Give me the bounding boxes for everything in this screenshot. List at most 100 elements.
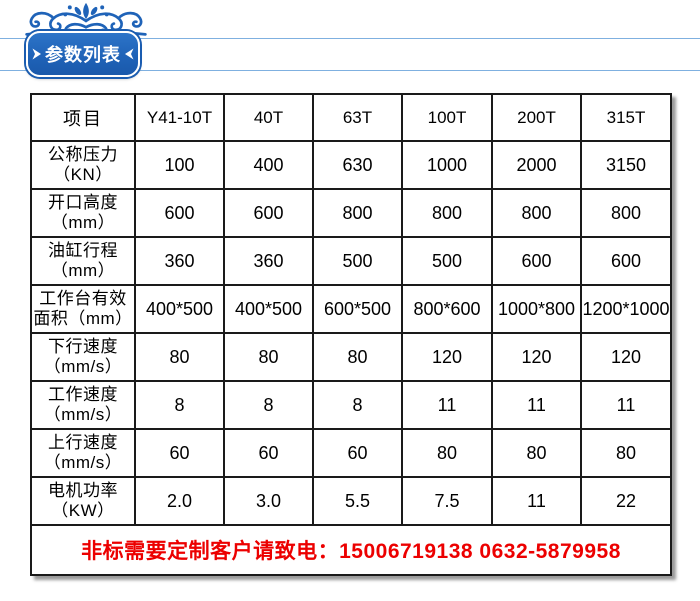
table-cell: 600 xyxy=(134,188,225,238)
table-cell: 500 xyxy=(312,236,403,286)
row-unit: （mm） xyxy=(50,261,116,280)
table-cell: 800 xyxy=(491,188,582,238)
table-cell: 80 xyxy=(491,428,582,478)
table-cell: 600 xyxy=(223,188,314,238)
table-cell: 1000 xyxy=(401,140,493,190)
table-cell: 8 xyxy=(223,380,314,430)
table-cell: 11 xyxy=(401,380,493,430)
row-header: 工作台有效 面积（mm） xyxy=(30,284,136,334)
table-cell: 100 xyxy=(134,140,225,190)
row-unit: （mm/s） xyxy=(43,357,123,376)
table-footer-row: 非标需要定制客户请致电：15006719138 0632-5879958 xyxy=(30,524,672,576)
row-label: 工作台有效 xyxy=(39,288,127,308)
table-cell: 3.0 xyxy=(223,476,314,526)
column-header-model: 100T xyxy=(401,93,493,142)
row-label: 上行速度 xyxy=(48,432,118,452)
table-cell: 8 xyxy=(312,380,403,430)
column-header-model: 63T xyxy=(312,93,403,142)
table-row-nominal-pressure: 公称压力 （KN） 100 400 630 1000 2000 3150 xyxy=(30,140,672,190)
table-cell: 60 xyxy=(223,428,314,478)
table-cell: 80 xyxy=(223,332,314,382)
row-header: 下行速度 （mm/s） xyxy=(30,332,136,382)
table-row-up-speed: 上行速度 （mm/s） 60 60 60 80 80 80 xyxy=(30,428,672,478)
table-cell: 800 xyxy=(312,188,403,238)
table-cell: 11 xyxy=(491,476,582,526)
row-header: 开口高度 （mm） xyxy=(30,188,136,238)
parameter-list-badge: 参数列表 xyxy=(26,31,140,77)
table-cell: 80 xyxy=(401,428,493,478)
column-header-model: 200T xyxy=(491,93,582,142)
table-cell: 400*500 xyxy=(223,284,314,334)
stitch-line-bottom xyxy=(0,66,700,68)
column-header-model: 40T xyxy=(223,93,314,142)
table-cell: 800 xyxy=(401,188,493,238)
table-cell: 11 xyxy=(491,380,582,430)
row-unit: （mm/s） xyxy=(43,405,123,424)
table-cell: 2.0 xyxy=(134,476,225,526)
table-cell: 80 xyxy=(312,332,403,382)
table-cell: 360 xyxy=(134,236,225,286)
crown-icon xyxy=(632,41,668,67)
stitch-line-top xyxy=(0,41,700,43)
table-header-row: 项目 Y41-10T 40T 63T 100T 200T 315T xyxy=(30,93,672,142)
table-cell: 120 xyxy=(401,332,493,382)
table-cell: 400*500 xyxy=(134,284,225,334)
table-cell: 8 xyxy=(134,380,225,430)
row-unit: （mm） xyxy=(50,213,116,232)
table-cell: 360 xyxy=(223,236,314,286)
row-label: 开口高度 xyxy=(48,192,118,212)
banner-title: PARAMETER LIST xyxy=(150,44,336,65)
row-label: 工作速度 xyxy=(48,384,118,404)
table-cell: 120 xyxy=(491,332,582,382)
row-unit: 面积（mm） xyxy=(33,309,133,328)
row-unit: （KW） xyxy=(51,501,115,520)
table-cell: 2000 xyxy=(491,140,582,190)
table-cell: 600 xyxy=(491,236,582,286)
table-row-cylinder-stroke: 油缸行程 （mm） 360 360 500 500 600 600 xyxy=(30,236,672,286)
table-cell: 80 xyxy=(134,332,225,382)
row-label: 公称压力 xyxy=(48,144,118,164)
row-unit: （mm/s） xyxy=(43,453,123,472)
row-header: 电机功率 （KW） xyxy=(30,476,136,526)
table-row-working-speed: 工作速度 （mm/s） 8 8 8 11 11 11 xyxy=(30,380,672,430)
table-cell: 5.5 xyxy=(312,476,403,526)
table-cell: 400 xyxy=(223,140,314,190)
table-cell: 630 xyxy=(312,140,403,190)
table-row-motor-power: 电机功率 （KW） 2.0 3.0 5.5 7.5 11 22 xyxy=(30,476,672,526)
table-cell: 120 xyxy=(580,332,672,382)
column-header-model: 315T xyxy=(580,93,672,142)
row-label: 油缸行程 xyxy=(48,240,118,260)
fleur-left-icon xyxy=(32,48,41,60)
table-cell: 22 xyxy=(580,476,672,526)
table-cell: 80 xyxy=(580,428,672,478)
table-cell: 500 xyxy=(401,236,493,286)
table-cell: 600*500 xyxy=(312,284,403,334)
table-cell: 600 xyxy=(580,236,672,286)
table-cell: 1000*800 xyxy=(491,284,582,334)
table-row-opening-height: 开口高度 （mm） 600 600 800 800 800 800 xyxy=(30,188,672,238)
table-cell: 800*600 xyxy=(401,284,493,334)
column-header-model: Y41-10T xyxy=(134,93,225,142)
row-header: 油缸行程 （mm） xyxy=(30,236,136,286)
row-label: 电机功率 xyxy=(48,480,118,500)
row-header: 上行速度 （mm/s） xyxy=(30,428,136,478)
header-banner: PARAMETER LIST xyxy=(0,38,700,71)
column-header-item: 项目 xyxy=(30,93,136,142)
table-cell: 800 xyxy=(580,188,672,238)
fleur-right-icon xyxy=(125,48,134,60)
row-unit: （KN） xyxy=(53,165,113,184)
row-label: 下行速度 xyxy=(48,336,118,356)
badge-label: 参数列表 xyxy=(45,45,121,65)
contact-notice: 非标需要定制客户请致电：15006719138 0632-5879958 xyxy=(30,524,672,576)
row-header: 工作速度 （mm/s） xyxy=(30,380,136,430)
table-cell: 60 xyxy=(312,428,403,478)
table-cell: 1200*1000 xyxy=(580,284,672,334)
table-row-worktable-area: 工作台有效 面积（mm） 400*500 400*500 600*500 800… xyxy=(30,284,672,334)
table-cell: 11 xyxy=(580,380,672,430)
parameter-table: 项目 Y41-10T 40T 63T 100T 200T 315T 公称压力 （… xyxy=(30,93,672,576)
table-cell: 7.5 xyxy=(401,476,493,526)
table-cell: 60 xyxy=(134,428,225,478)
table-cell: 3150 xyxy=(580,140,672,190)
row-header: 公称压力 （KN） xyxy=(30,140,136,190)
